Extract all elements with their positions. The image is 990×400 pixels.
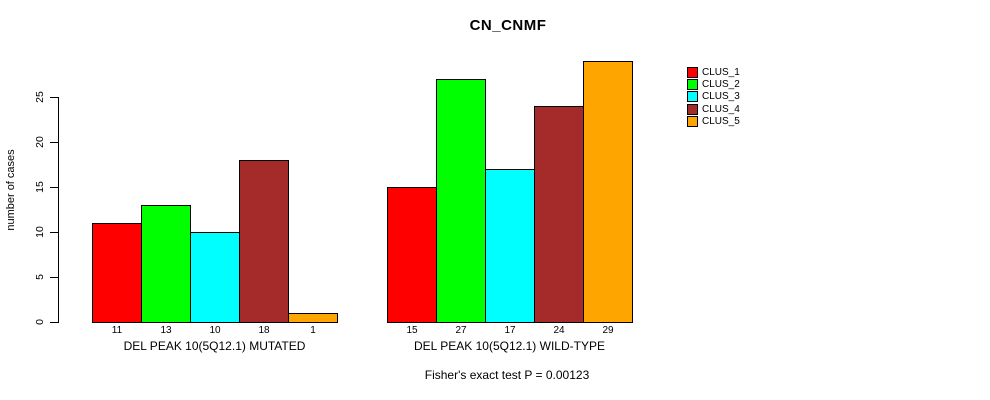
bar-value-label: 10 (209, 325, 221, 336)
legend-label: CLUS_1 (702, 66, 740, 78)
legend-label: CLUS_3 (702, 91, 740, 103)
y-tick-mark (50, 232, 58, 233)
bar-clus_5-group2 (583, 61, 633, 323)
legend-label: CLUS_5 (702, 116, 740, 128)
bar-value-label: 24 (553, 325, 565, 336)
bar-value-label: 29 (602, 325, 614, 336)
bar-value-label: 15 (406, 325, 418, 336)
y-tick-mark (50, 322, 58, 323)
bar-value-label: 11 (111, 325, 123, 336)
caption-fisher-test: Fisher's exact test P = 0.00123 (424, 368, 590, 382)
bar-clus_4-group1 (239, 160, 289, 323)
y-tick-mark (50, 142, 58, 143)
bar-value-label: 18 (258, 325, 270, 336)
group-label-1: DEL PEAK 10(5Q12.1) MUTATED (123, 339, 306, 353)
y-tick-label: 10 (34, 226, 46, 238)
legend-swatch-clus_3 (687, 91, 698, 103)
bar-clus_3-group2 (485, 169, 535, 323)
legend-swatch-clus_4 (687, 103, 698, 115)
legend-swatch-clus_5 (687, 116, 698, 128)
legend-item-clus_5: CLUS_5 (687, 116, 740, 128)
y-axis-title: number of cases (5, 149, 17, 231)
legend-label: CLUS_4 (702, 103, 740, 115)
y-tick-label: 15 (34, 181, 46, 193)
legend-item-clus_3: CLUS_3 (687, 91, 740, 103)
bar-clus_1-group2 (387, 187, 437, 323)
bar-clus_3-group1 (190, 232, 240, 323)
bar-value-label: 13 (160, 325, 172, 336)
legend-swatch-clus_1 (687, 66, 698, 78)
legend-item-clus_2: CLUS_2 (687, 78, 740, 91)
bar-value-label: 27 (455, 325, 467, 336)
bar-clus_2-group1 (141, 205, 191, 323)
bar-clus_5-group1 (288, 313, 338, 323)
y-tick-label: 20 (34, 136, 46, 148)
legend-item-clus_1: CLUS_1 (687, 66, 740, 78)
legend-item-clus_4: CLUS_4 (687, 103, 740, 115)
y-tick-mark (50, 277, 58, 278)
group-label-2: DEL PEAK 10(5Q12.1) WILD-TYPE (414, 339, 605, 353)
y-tick-mark (50, 187, 58, 188)
bar-value-label: 17 (504, 325, 516, 336)
y-axis-line (58, 97, 59, 323)
legend: CLUS_1 CLUS_2 CLUS_3 CLUS_4 CLUS_5 (687, 66, 740, 128)
bar-clus_4-group2 (534, 106, 584, 323)
y-tick-label: 0 (34, 319, 46, 325)
bar-clus_2-group2 (436, 79, 486, 323)
y-tick-mark (50, 97, 58, 98)
y-tick-label: 25 (34, 91, 46, 103)
legend-label: CLUS_2 (702, 79, 740, 91)
chart-title: CN_CNMF (469, 17, 547, 34)
bar-clus_1-group1 (92, 223, 142, 323)
legend-swatch-clus_2 (687, 79, 698, 91)
bar-value-label: 1 (310, 325, 316, 336)
y-tick-label: 5 (34, 274, 46, 280)
